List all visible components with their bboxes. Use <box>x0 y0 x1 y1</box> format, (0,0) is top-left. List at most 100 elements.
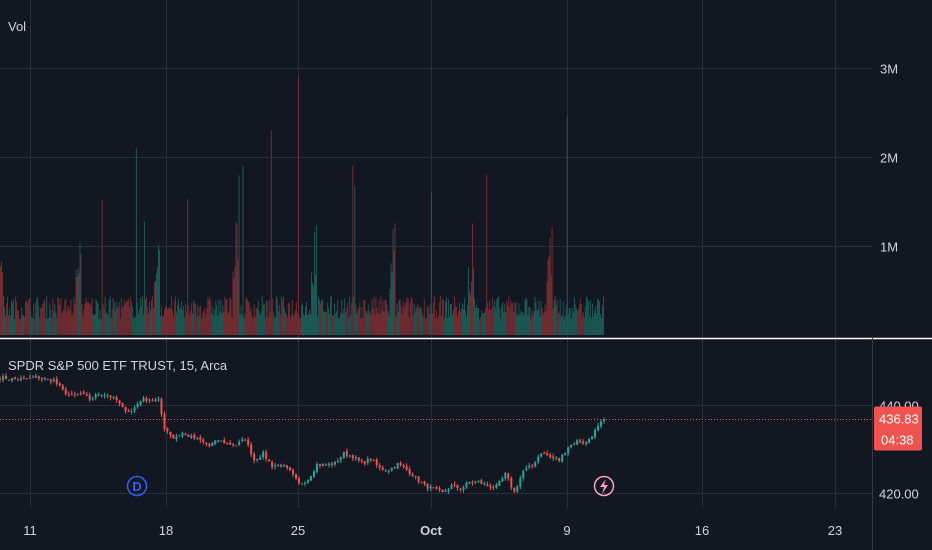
volume-bar <box>33 303 35 335</box>
volume-bar <box>252 318 254 335</box>
volume-bars <box>0 76 604 336</box>
volume-bar <box>133 317 135 335</box>
volume-bar <box>88 302 90 335</box>
volume-bar <box>256 308 258 335</box>
volume-bar <box>597 299 599 335</box>
volume-bar <box>352 165 354 335</box>
volume-bar <box>228 310 230 335</box>
volume-bar <box>3 296 4 335</box>
volume-bar <box>324 311 326 335</box>
volume-bar <box>218 299 220 335</box>
candle-body <box>277 464 280 466</box>
volume-bar <box>520 310 522 335</box>
volume-bar <box>189 314 191 335</box>
volume-bar <box>333 315 335 335</box>
volume-bar <box>225 299 227 335</box>
volume-bar <box>484 312 486 335</box>
volume-bar <box>538 301 540 335</box>
volume-bar <box>443 318 445 335</box>
volume-bar <box>209 296 211 335</box>
volume-bar <box>308 314 309 335</box>
volume-bar <box>188 305 190 335</box>
candle-body <box>366 458 369 463</box>
volume-bar <box>43 302 45 335</box>
volume-bar <box>71 316 73 335</box>
volume-bar <box>157 266 158 335</box>
volume-bar <box>105 313 107 335</box>
volume-bar <box>487 302 489 335</box>
volume-bar <box>214 309 216 335</box>
last-price-badge-bg <box>874 406 922 451</box>
volume-bar <box>247 301 249 335</box>
volume-bar <box>210 300 212 335</box>
volume-bar <box>50 309 52 335</box>
earnings-marker[interactable] <box>593 475 615 497</box>
volume-bar <box>137 314 139 335</box>
volume-bar <box>56 317 58 335</box>
volume-bar <box>456 306 457 335</box>
volume-bar <box>379 314 381 335</box>
candle-body <box>142 397 145 402</box>
volume-bar <box>290 314 292 335</box>
volume-bar <box>403 307 405 335</box>
volume-bar <box>311 272 312 335</box>
volume-bar <box>104 296 106 335</box>
volume-bar <box>369 310 371 335</box>
volume-bar <box>46 296 48 335</box>
volume-bar <box>235 221 237 335</box>
volume-bar <box>174 301 176 335</box>
dividend-marker[interactable]: D <box>126 475 148 497</box>
volume-bar <box>399 298 401 335</box>
volume-bar <box>103 309 105 335</box>
volume-bar <box>396 303 398 335</box>
candle-body <box>157 399 160 401</box>
candle-body <box>163 413 166 429</box>
volume-bar <box>234 266 236 335</box>
volume-bar <box>527 315 529 335</box>
candle-body <box>7 379 10 381</box>
volume-bar <box>509 307 511 335</box>
volume-bar <box>598 301 600 335</box>
volume-bar <box>134 316 136 335</box>
volume-bar <box>199 306 201 335</box>
candle-body <box>1 376 4 381</box>
volume-bar <box>592 316 594 335</box>
volume-bar <box>524 300 526 335</box>
candle-body <box>247 439 250 445</box>
candle-body <box>121 403 124 408</box>
volume-bar <box>539 316 541 335</box>
volume-bar <box>404 303 406 335</box>
volume-bar <box>485 308 487 335</box>
candle-body <box>22 378 25 380</box>
horizontal-grid <box>0 68 872 494</box>
volume-bar <box>511 303 513 335</box>
volume-bar <box>413 303 415 335</box>
volume-bar <box>357 310 359 335</box>
volume-bar <box>291 300 293 335</box>
volume-bar <box>593 310 595 335</box>
volume-bar <box>330 296 332 335</box>
volume-bar <box>229 297 231 335</box>
candle-body <box>468 482 471 484</box>
volume-bar <box>306 301 307 335</box>
volume-bar <box>124 303 126 335</box>
volume-bar <box>483 312 485 335</box>
volume-bar <box>226 298 228 335</box>
volume-bar <box>460 311 461 335</box>
volume-bar <box>365 311 367 335</box>
volume-bar <box>276 298 278 335</box>
volume-bar <box>493 306 495 335</box>
candle-body <box>342 451 345 458</box>
candle-body <box>531 465 534 467</box>
candle-body <box>333 461 336 465</box>
candle-body <box>402 464 405 467</box>
volume-bar <box>455 306 456 335</box>
volume-bar <box>72 313 74 335</box>
volume-bar <box>385 299 387 335</box>
candle-body <box>226 443 229 445</box>
candle-body <box>441 489 444 492</box>
volume-bar <box>573 297 575 335</box>
volume-bar <box>187 199 189 335</box>
volume-bar <box>370 314 372 335</box>
